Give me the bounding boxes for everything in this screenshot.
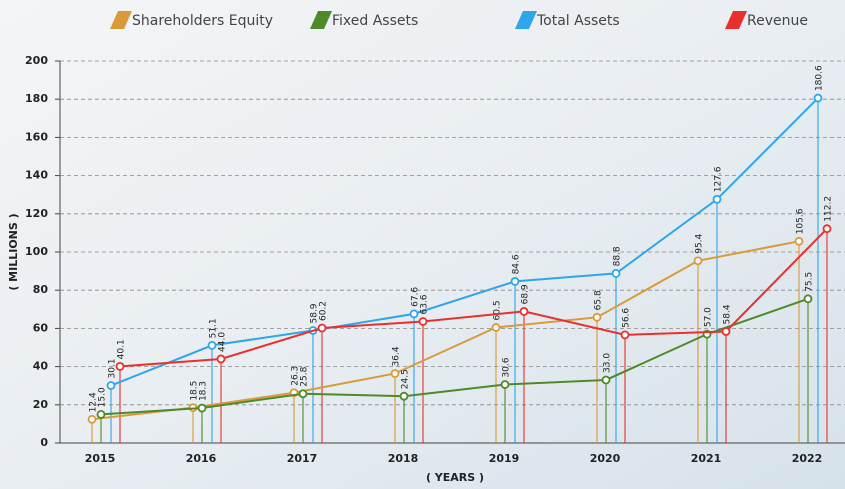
point [620,330,630,340]
point [592,312,602,322]
value-label: 36.4 [392,346,402,366]
point [409,309,419,319]
point [216,354,226,364]
y-tick-label: 180 [25,92,48,105]
value-label: 30.1 [108,358,118,378]
value-label: 33.0 [603,353,613,373]
value-label: 67.6 [411,287,421,307]
value-label: 63.6 [420,294,430,314]
value-label: 95.4 [695,233,705,253]
value-label: 24.5 [401,369,411,389]
y-tick-label: 120 [25,207,48,220]
value-label: 127.6 [714,166,724,192]
legend-swatch [725,11,747,29]
point [611,268,621,278]
value-label: 25.8 [300,366,310,386]
value-label: 30.6 [502,357,512,377]
y-tick-label: 200 [25,54,48,67]
legend-label: Fixed Assets [332,13,418,29]
value-label: 88.8 [613,246,623,266]
value-label: 180.6 [815,65,825,91]
y-tick-label: 100 [25,245,48,258]
value-label: 58.9 [310,303,320,323]
legend-label: Total Assets [536,13,620,29]
point [601,375,611,385]
point [803,294,813,304]
y-tick-label: 140 [25,169,48,182]
point [106,381,116,390]
legend-swatch [515,11,537,29]
y-tick-label: 20 [33,398,49,411]
x-tick-label: 2015 [85,452,116,465]
value-label: 18.3 [199,381,209,401]
series-line [110,97,819,387]
value-label: 58.4 [723,304,733,324]
y-tick-label: 0 [40,436,48,449]
point [822,224,832,234]
x-tick-label: 2022 [792,452,823,465]
point [813,93,823,103]
series-line [100,297,809,416]
x-axis-title: ( YEARS ) [426,471,484,484]
y-tick-label: 60 [33,321,49,334]
y-axis-title: ( MILLIONS ) [7,213,20,290]
value-label: 18.5 [190,381,200,401]
point [399,391,409,401]
value-label: 65.8 [594,290,604,310]
value-label: 44.0 [218,332,228,352]
point [519,307,529,316]
value-label: 51.1 [209,318,219,338]
point [794,236,804,246]
point [491,323,501,332]
x-tick-label: 2017 [287,452,318,465]
series-line [91,240,800,421]
value-label: 56.6 [622,308,632,328]
value-label: 26.3 [291,366,301,386]
point [298,389,308,399]
point [87,414,97,424]
point [317,323,327,333]
value-label: 40.1 [117,339,127,359]
value-label: 68.9 [521,284,531,304]
point [712,194,722,204]
series-line [119,227,828,368]
value-label: 75.5 [805,272,815,292]
legend-label: Revenue [747,13,808,29]
point [510,277,520,286]
point [207,340,217,350]
point [418,317,428,326]
x-tick-label: 2016 [186,452,217,465]
point [500,380,510,389]
point [693,256,703,266]
legend-label: Shareholders Equity [132,13,273,29]
x-tick-label: 2018 [388,452,419,465]
value-label: 60.2 [319,301,329,321]
x-tick-label: 2020 [590,452,621,465]
y-tick-label: 160 [25,130,48,143]
point [115,362,125,371]
point [197,403,207,413]
value-label: 112.2 [824,196,834,222]
value-label: 84.6 [512,254,522,274]
y-tick-label: 80 [33,283,49,296]
x-tick-label: 2021 [691,452,722,465]
x-tick-label: 2019 [489,452,520,465]
value-label: 12.4 [89,392,99,412]
y-tick-label: 40 [33,360,49,373]
legend-swatch [310,11,332,29]
value-label: 15.0 [98,387,108,407]
value-label: 60.5 [493,300,503,320]
value-label: 57.0 [704,307,714,327]
point [390,369,400,378]
point [96,409,106,419]
legend-swatch [110,11,132,29]
value-label: 105.6 [796,208,806,234]
point [721,327,731,336]
